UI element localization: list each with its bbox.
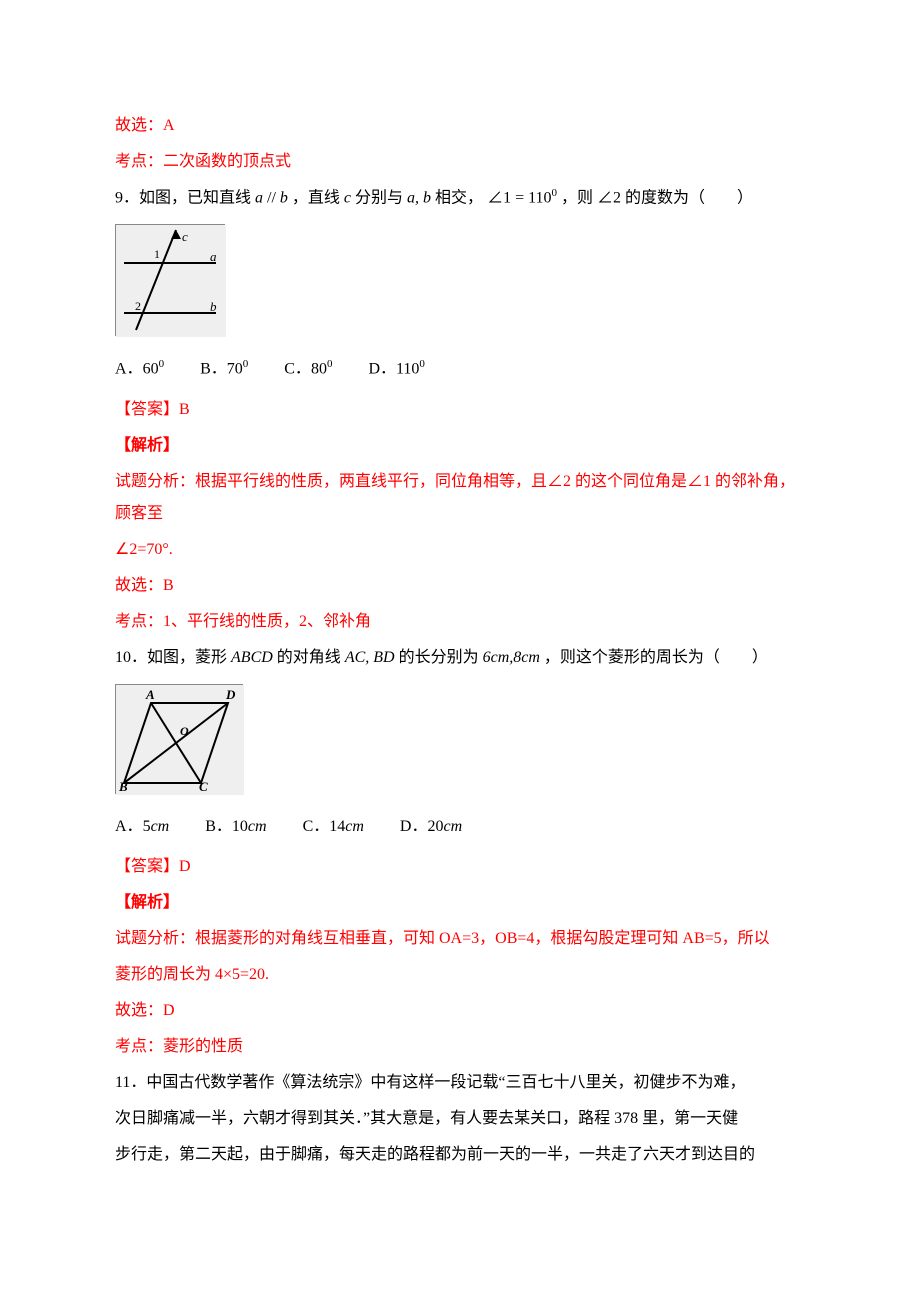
q9-var-c: c xyxy=(344,189,351,206)
q10-analysis-label: 【解析】 xyxy=(115,887,805,919)
q9-stem-mid2: 分别与 xyxy=(355,189,403,206)
q10-answer: 【答案】D xyxy=(115,851,805,883)
svg-text:O: O xyxy=(180,724,189,738)
q9-stem-end: 的度数为（ ） xyxy=(625,189,753,206)
q9-select: 故选：B xyxy=(115,570,805,602)
q9-var-ab: a, b xyxy=(407,189,431,206)
q9-options: A．600 B．700 C．800 D．1100 xyxy=(115,353,805,385)
q10-option-a: A．5cm xyxy=(115,811,169,843)
q9-angle1-sup: 0 xyxy=(552,187,558,199)
svg-text:A: A xyxy=(145,687,155,702)
q10-topic: 考点：菱形的性质 xyxy=(115,1031,805,1063)
solution8-topic: 考点：二次函数的顶点式 xyxy=(115,146,805,178)
q9-analysis-1: 试题分析：根据平行线的性质，两直线平行，同位角相等，且∠2 的这个同位角是∠1 … xyxy=(115,466,805,530)
q9-analysis-label: 【解析】 xyxy=(115,430,805,462)
q9-parallel: // xyxy=(267,189,280,206)
q9-angle2: ∠2 xyxy=(597,189,621,206)
q9-stem-pref: 9．如图，已知直线 xyxy=(115,189,251,206)
q9-option-b: B．700 xyxy=(200,353,248,385)
q9-stem: 9．如图，已知直线 a // b ，直线 c 分别与 a, b 相交， ∠1 =… xyxy=(115,182,805,214)
q10-analysis-1: 试题分析：根据菱形的对角线互相垂直，可知 OA=3，OB=4，根据勾股定理可知 … xyxy=(115,923,805,955)
fig-label-2: 2 xyxy=(135,299,141,313)
q9-var-b: b xyxy=(280,189,288,206)
q9-option-a: A．600 xyxy=(115,353,164,385)
svg-text:B: B xyxy=(118,779,128,794)
q9-var-a: a xyxy=(255,189,263,206)
q9-stem-mid1: ，直线 xyxy=(292,189,340,206)
q9-figure: c a b 1 2 xyxy=(115,224,225,336)
q9-analysis-2: ∠2=70°. xyxy=(115,534,805,566)
q10-select: 故选：D xyxy=(115,995,805,1027)
svg-text:D: D xyxy=(225,687,236,702)
q10-option-d: D．20cm xyxy=(400,811,462,843)
q9-stem-mid3: 相交， xyxy=(435,189,483,206)
q11-line1: 11．中国古代数学著作《算法统宗》中有这样一段记载“三百七十八里关，初健步不为难… xyxy=(115,1067,805,1099)
q9-option-d: D．1100 xyxy=(368,353,424,385)
q11-line2: 次日脚痛减一半，六朝才得到其关．”其大意是，有人要去某关口，路程 378 里，第… xyxy=(115,1103,805,1135)
q10-stem: 10．如图，菱形 ABCD 的对角线 AC, BD 的长分别为 6cm,8cm … xyxy=(115,642,805,674)
fig-label-c: c xyxy=(182,229,188,244)
solution8-select: 故选：A xyxy=(115,110,805,142)
q11-line3: 步行走，第二天起，由于脚痛，每天走的路程都为前一天的一半，一共走了六天才到达目的 xyxy=(115,1139,805,1171)
q9-topic: 考点：1、平行线的性质，2、邻补角 xyxy=(115,606,805,638)
svg-text:C: C xyxy=(199,779,208,794)
q10-options: A．5cm B．10cm C．14cm D．20cm xyxy=(115,811,805,843)
q9-option-c: C．800 xyxy=(284,353,332,385)
q9-stem-suf: ，则 xyxy=(561,189,593,206)
q9-answer: 【答案】B xyxy=(115,394,805,426)
fig-label-b: b xyxy=(210,299,217,314)
q10-option-b: B．10cm xyxy=(205,811,266,843)
q10-analysis-2: 菱形的周长为 4×5=20. xyxy=(115,959,805,991)
q9-angle1: ∠1 = 110 xyxy=(487,189,551,206)
fig-label-a: a xyxy=(210,249,217,264)
q10-figure: A D B C O xyxy=(115,684,243,794)
q10-option-c: C．14cm xyxy=(303,811,364,843)
fig-label-1: 1 xyxy=(154,247,160,261)
